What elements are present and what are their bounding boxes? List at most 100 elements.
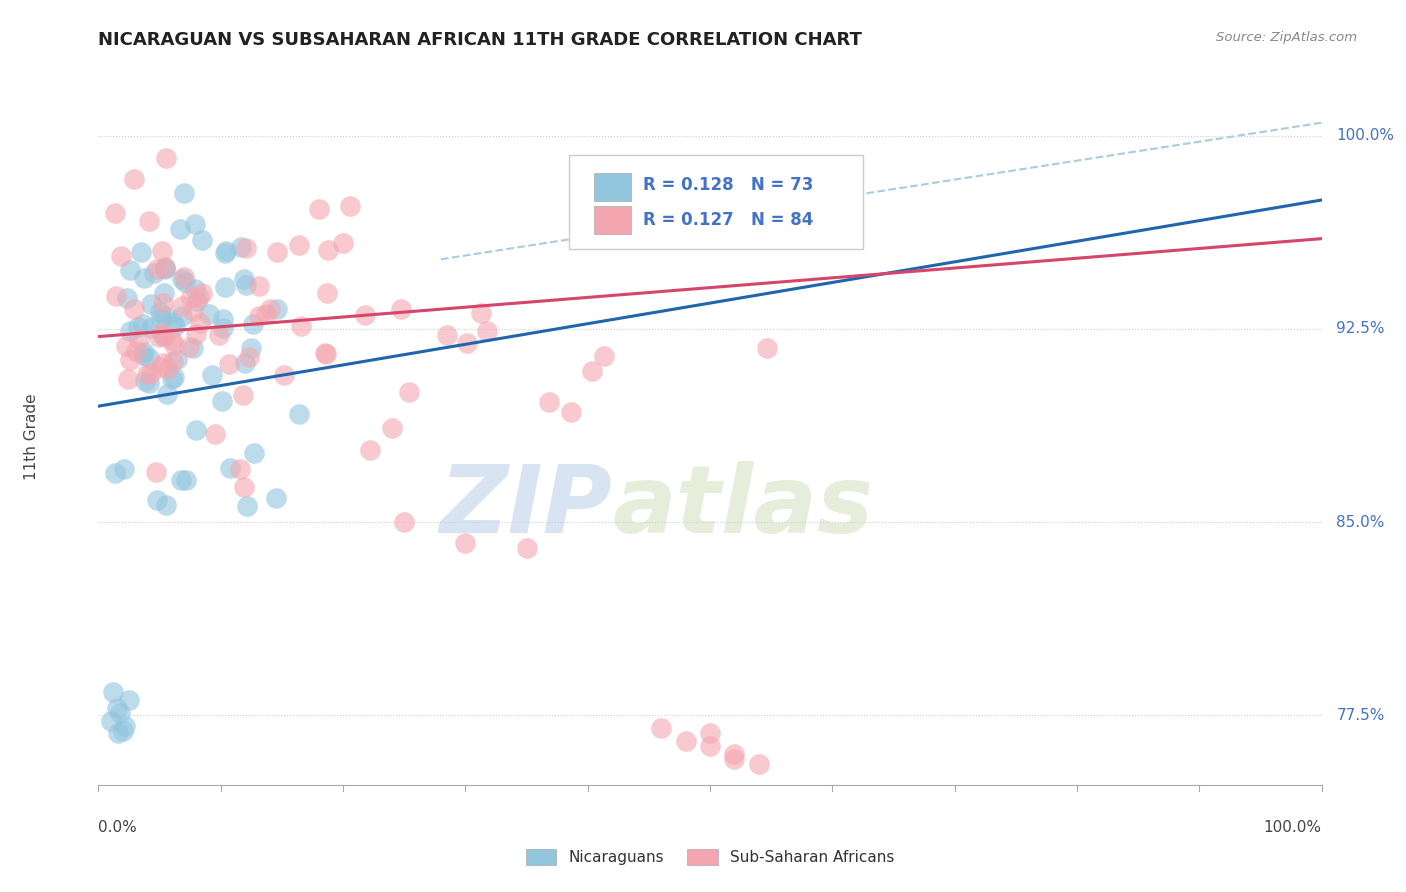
Point bbox=[233, 272, 256, 286]
Point bbox=[314, 346, 336, 360]
Text: R = 0.128   N = 73: R = 0.128 N = 73 bbox=[643, 177, 813, 194]
Point bbox=[118, 693, 141, 707]
Point bbox=[238, 351, 260, 365]
Text: 100.0%: 100.0% bbox=[1336, 128, 1395, 143]
Point bbox=[127, 320, 149, 334]
Point bbox=[723, 747, 745, 761]
Text: atlas: atlas bbox=[612, 460, 873, 553]
Text: 77.5%: 77.5% bbox=[1336, 708, 1385, 723]
Legend: Nicaraguans, Sub-Saharan Africans: Nicaraguans, Sub-Saharan Africans bbox=[520, 843, 900, 871]
Point bbox=[214, 246, 236, 260]
Point bbox=[187, 290, 209, 304]
Point bbox=[184, 218, 207, 232]
Point bbox=[134, 345, 156, 359]
Point bbox=[172, 299, 194, 313]
Point bbox=[173, 275, 195, 289]
Point bbox=[233, 480, 256, 494]
Point bbox=[381, 421, 404, 435]
Point bbox=[152, 329, 174, 343]
Text: 85.0%: 85.0% bbox=[1336, 515, 1385, 530]
Point bbox=[699, 739, 721, 754]
Point bbox=[233, 356, 256, 370]
Text: R = 0.127   N = 84: R = 0.127 N = 84 bbox=[643, 211, 813, 229]
Point bbox=[214, 280, 236, 294]
Point bbox=[308, 202, 330, 216]
Point bbox=[160, 372, 183, 386]
Point bbox=[153, 328, 176, 343]
Point bbox=[163, 338, 186, 352]
Point bbox=[104, 466, 127, 480]
Point bbox=[156, 387, 179, 401]
Point bbox=[118, 352, 141, 367]
Text: 0.0%: 0.0% bbox=[98, 821, 138, 835]
Point bbox=[152, 295, 174, 310]
Point bbox=[398, 384, 420, 399]
Point bbox=[139, 321, 162, 335]
Point bbox=[138, 376, 160, 391]
Text: 100.0%: 100.0% bbox=[1264, 821, 1322, 835]
Point bbox=[650, 721, 672, 735]
Point bbox=[143, 266, 166, 280]
Point bbox=[183, 341, 205, 355]
Point bbox=[149, 312, 172, 326]
Point bbox=[264, 491, 287, 506]
Point bbox=[115, 291, 138, 305]
Point bbox=[139, 367, 162, 381]
Point bbox=[235, 241, 257, 255]
Point bbox=[254, 307, 277, 321]
Point bbox=[218, 460, 240, 475]
Point bbox=[112, 462, 135, 476]
Point bbox=[162, 370, 184, 384]
Point bbox=[172, 272, 194, 286]
Point bbox=[593, 350, 616, 364]
Point bbox=[198, 307, 221, 321]
Point bbox=[215, 244, 238, 258]
Point bbox=[104, 205, 127, 219]
Point bbox=[181, 304, 204, 318]
Text: ZIP: ZIP bbox=[439, 460, 612, 553]
Point bbox=[436, 327, 458, 342]
Point bbox=[153, 260, 176, 274]
Point bbox=[105, 700, 128, 714]
Point bbox=[169, 222, 191, 236]
Point bbox=[218, 357, 240, 371]
Point bbox=[184, 282, 207, 296]
Point bbox=[190, 316, 212, 330]
Point bbox=[560, 405, 582, 419]
Point bbox=[125, 344, 148, 359]
Point bbox=[150, 326, 173, 341]
Point bbox=[173, 269, 195, 284]
Point bbox=[243, 446, 266, 460]
Point bbox=[153, 261, 176, 276]
Point bbox=[100, 714, 122, 728]
Point bbox=[122, 172, 145, 186]
Point bbox=[204, 427, 226, 442]
Point bbox=[232, 388, 254, 402]
Point bbox=[107, 726, 129, 740]
Point bbox=[456, 336, 478, 351]
Point bbox=[675, 734, 697, 748]
Point bbox=[315, 347, 337, 361]
Point bbox=[155, 499, 177, 513]
Point bbox=[162, 314, 184, 328]
Point bbox=[118, 324, 141, 338]
Point bbox=[538, 394, 561, 409]
Point bbox=[110, 249, 132, 263]
Point bbox=[160, 334, 183, 348]
Bar bbox=[593, 206, 630, 234]
Point bbox=[242, 317, 264, 331]
Point bbox=[177, 340, 200, 354]
Point bbox=[146, 493, 169, 508]
Point bbox=[236, 500, 259, 514]
Point bbox=[699, 726, 721, 740]
Point bbox=[288, 238, 311, 252]
Text: Source: ZipAtlas.com: Source: ZipAtlas.com bbox=[1216, 31, 1357, 45]
Point bbox=[184, 423, 207, 437]
Point bbox=[132, 347, 155, 361]
Point bbox=[149, 360, 172, 375]
Point bbox=[132, 270, 155, 285]
Point bbox=[190, 285, 212, 300]
Point bbox=[129, 244, 152, 259]
Point bbox=[475, 325, 498, 339]
Point bbox=[155, 261, 177, 276]
